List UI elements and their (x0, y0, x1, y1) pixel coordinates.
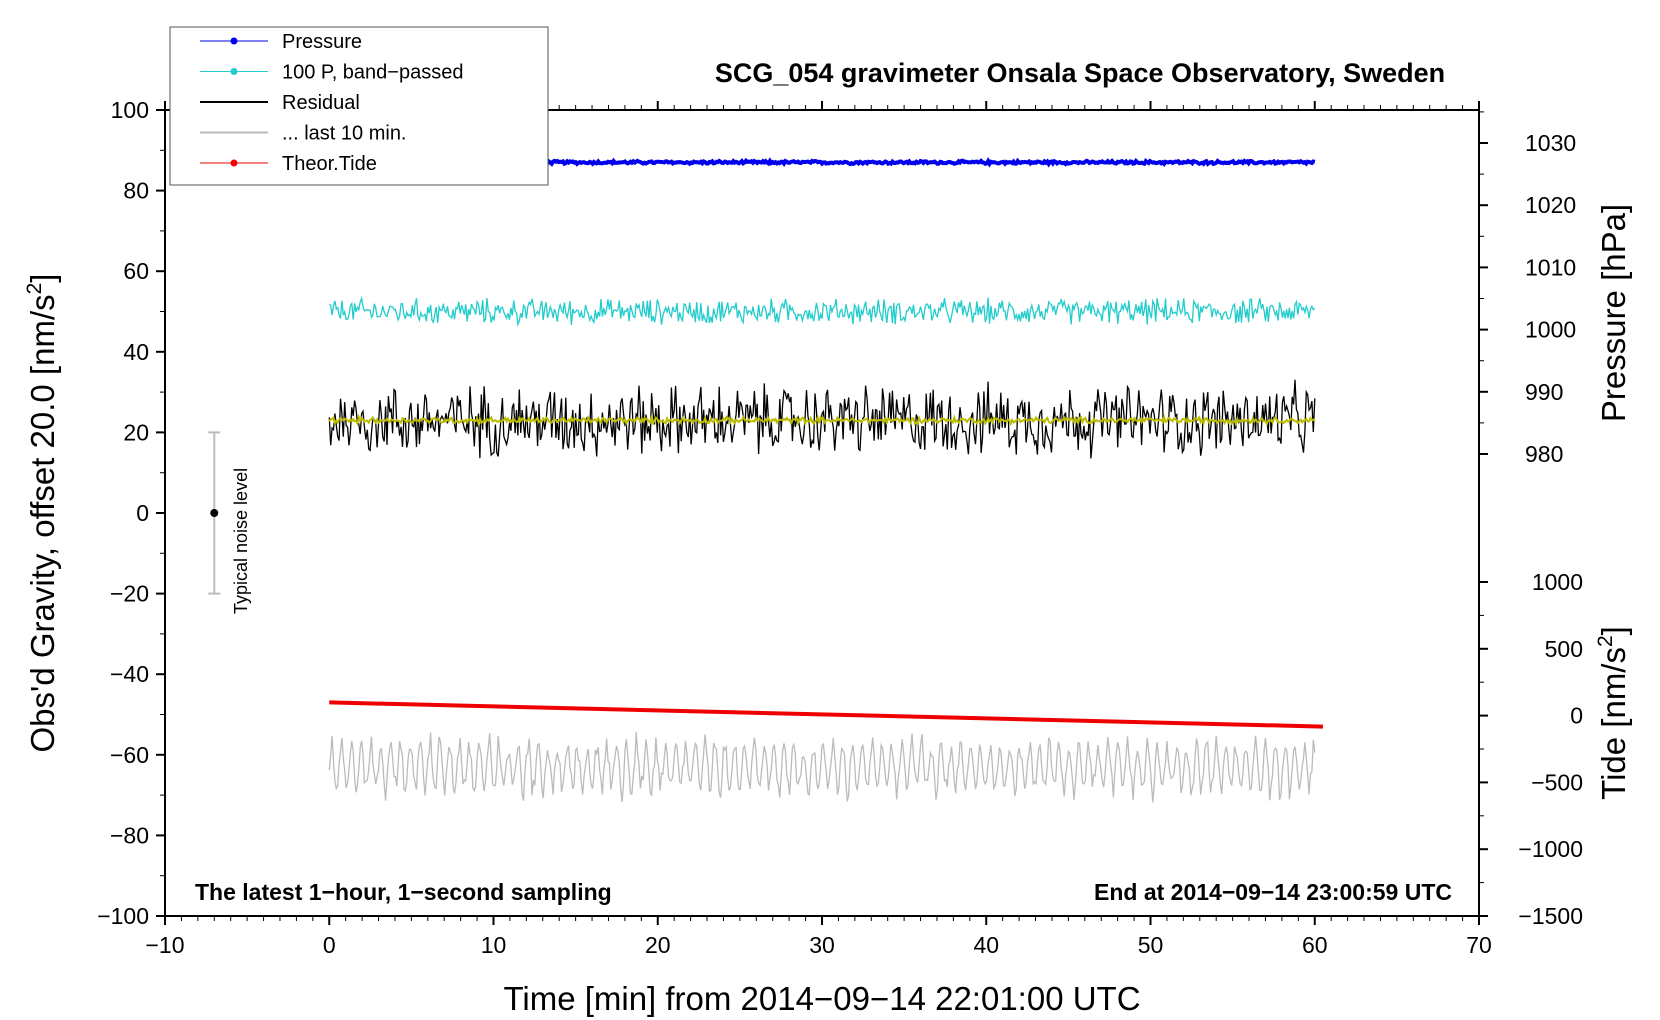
tide-tick-label: 500 (1545, 636, 1583, 662)
series-line-100-p-band-passed (328, 295, 1316, 327)
legend-last-10-min-label: ... last 10 min. (282, 123, 407, 145)
axis-ticks: −10 0 10 20 30 40 50 60 70100806040200−20−40−60−… (97, 97, 1583, 958)
legend-100-p-band-passed-marker (230, 68, 238, 75)
y-tick-label: −80 (110, 822, 149, 848)
legend-residual-label: Residual (282, 92, 360, 114)
y-axis-title-pressure: Pressure [hPa] (1595, 204, 1632, 422)
plot-frame (164, 109, 1480, 917)
x-tick-label: 50 (1138, 932, 1164, 958)
x-tick-label: 60 (1302, 932, 1328, 958)
y-tick-label: −20 (110, 581, 149, 607)
x-tick-label: 0 (323, 932, 336, 958)
tide-tick-label: −1000 (1518, 836, 1583, 862)
x-tick-label: 20 (645, 932, 671, 958)
y-axis-title-main: Obs'd Gravity, offset 20.0 [nm/s2] (23, 274, 61, 753)
x-tick-label: 10 (481, 932, 507, 958)
legend-pressure-label: Pressure (282, 31, 362, 53)
pressure-tick-label: 1010 (1525, 254, 1576, 280)
tide-tick-label: −500 (1531, 769, 1583, 795)
tide-tick-label: 1000 (1532, 569, 1583, 595)
y-tick-label: 100 (111, 97, 149, 123)
y-tick-label: 0 (136, 500, 149, 526)
legend-theor-tide-label: Theor.Tide (282, 153, 377, 175)
legend: Pressure 100 P, band−passed Residual ... la… (169, 26, 549, 186)
legend-box (169, 26, 549, 186)
tide-tick-label: −1500 (1518, 903, 1583, 929)
pressure-tick-label: 1000 (1525, 317, 1576, 343)
pressure-tick-label: 1030 (1525, 130, 1576, 156)
series-line-residual-smoothed (328, 413, 1316, 428)
y-tick-label: −40 (110, 661, 149, 687)
noise-bar-dot (210, 509, 219, 517)
y-tick-label: 80 (123, 178, 149, 204)
y-tick-label: −60 (110, 742, 149, 768)
y-tick-label: 60 (123, 258, 149, 284)
noise-level-bar (208, 431, 221, 595)
y-tick-label: −100 (97, 903, 149, 929)
pressure-tick-label: 980 (1525, 441, 1563, 467)
legend-theor-tide-marker (230, 159, 238, 167)
tide-tick-label: 0 (1570, 703, 1583, 729)
y-tick-label: 40 (123, 339, 149, 365)
series-line-theor-tide (329, 700, 1324, 729)
note-left: The latest 1−hour, 1−second sampling (195, 879, 612, 905)
x-tick-label: 30 (809, 932, 835, 958)
y-tick-label: 20 (123, 419, 149, 445)
series-line-residual (328, 379, 1316, 459)
chart-title: SCG_054 gravimeter Onsala Space Observat… (715, 58, 1445, 88)
note-right: End at 2014−09−14 23:00:59 UTC (1094, 879, 1452, 905)
y-axis-title-tide: Tide [nm/s2] (1594, 626, 1632, 800)
x-tick-label: −10 (145, 932, 184, 958)
pressure-tick-label: 1020 (1525, 192, 1576, 218)
x-axis-title: Time [min] from 2014−09−14 22:01:00 UTC (503, 980, 1140, 1017)
legend-100-p-band-passed-label: 100 P, band−passed (282, 62, 463, 84)
x-tick-label: 70 (1466, 932, 1492, 958)
legend-pressure-marker (230, 37, 238, 45)
noise-level-label: Typical noise level (231, 468, 251, 614)
pressure-tick-label: 990 (1525, 379, 1563, 405)
series-line--last-10-min- (328, 732, 1316, 803)
x-tick-label: 40 (973, 932, 999, 958)
series-group (328, 157, 1324, 803)
